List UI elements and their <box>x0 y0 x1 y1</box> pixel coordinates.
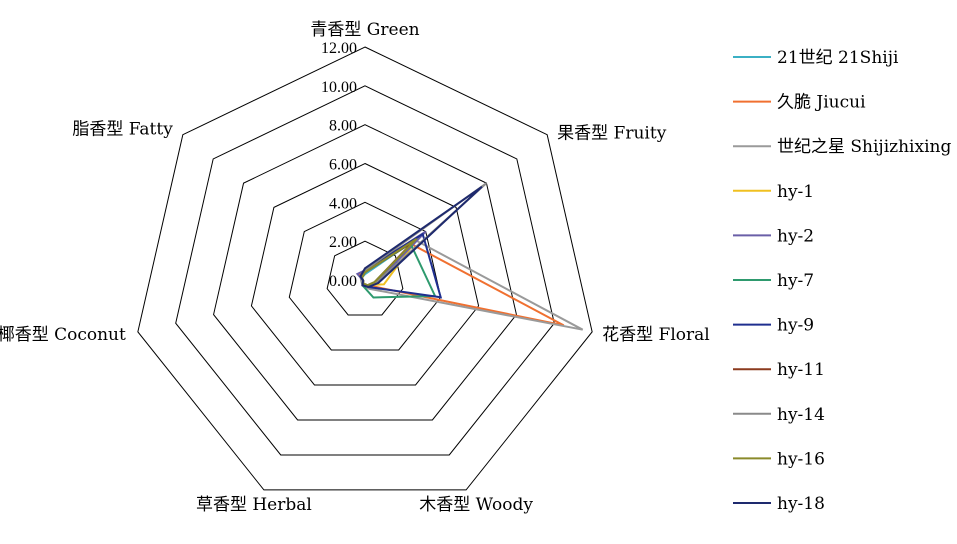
legend-label: hy-16 <box>777 449 825 469</box>
radial-tick-labels: 0.00 2.00 4.00 6.00 8.00 10.00 12.00 <box>321 40 357 290</box>
axis-labels: 青香型 Green 果香型 Fruity 花香型 Floral 木香型 Woody 草香… <box>0 20 710 515</box>
legend: 21世纪 21Shiji 久脆 Jiucui 世纪之星 Shijizhixing hy… <box>733 48 951 514</box>
grid-ring <box>250 162 480 386</box>
legend-item: 世纪之星 Shijizhixing <box>733 137 951 157</box>
series-lines <box>355 182 584 331</box>
grid-ring <box>288 201 442 351</box>
radial-tick-label: 2.00 <box>329 234 357 251</box>
axis-label: 木香型 Woody <box>419 495 533 515</box>
series-line <box>359 185 483 289</box>
radar-grid <box>137 46 593 491</box>
legend-label: hy-18 <box>777 494 825 514</box>
legend-item: hy-18 <box>733 494 825 514</box>
legend-item: hy-9 <box>733 316 814 336</box>
radial-tick-label: 0.00 <box>329 273 357 290</box>
axis-label: 青香型 Green <box>310 20 419 40</box>
legend-item: hy-16 <box>733 449 825 469</box>
grid-ring <box>137 46 593 491</box>
legend-label: hy-11 <box>777 360 825 380</box>
radial-tick-label: 8.00 <box>329 118 357 135</box>
axis-label: 草香型 Herbal <box>196 495 312 515</box>
legend-label: 久脆 Jiucui <box>777 93 866 113</box>
radial-tick-label: 4.00 <box>329 195 357 212</box>
radial-tick-label: 10.00 <box>321 79 357 96</box>
legend-label: 世纪之星 Shijizhixing <box>777 137 951 157</box>
legend-item: hy-1 <box>733 182 814 202</box>
legend-item: hy-7 <box>733 271 814 291</box>
legend-item: hy-11 <box>733 360 825 380</box>
axis-label: 椰香型 Coconut <box>0 325 126 345</box>
legend-item: hy-14 <box>733 405 825 425</box>
radial-tick-label: 12.00 <box>321 40 357 57</box>
legend-item: 21世纪 21Shiji <box>733 48 899 68</box>
legend-label: hy-7 <box>777 271 814 291</box>
axis-label: 脂香型 Fatty <box>72 120 173 140</box>
legend-label: hy-2 <box>777 226 814 246</box>
legend-label: hy-1 <box>777 182 814 202</box>
radial-tick-label: 6.00 <box>329 157 357 174</box>
legend-label: 21世纪 21Shiji <box>777 48 899 68</box>
grid-ring <box>175 85 555 456</box>
axis-label: 花香型 Floral <box>602 325 710 345</box>
legend-item: 久脆 Jiucui <box>733 93 866 113</box>
axis-label: 果香型 Fruity <box>557 124 667 144</box>
grid-ring <box>213 124 517 421</box>
legend-item: hy-2 <box>733 226 814 246</box>
legend-label: hy-9 <box>777 316 814 336</box>
legend-label: hy-14 <box>777 405 825 425</box>
